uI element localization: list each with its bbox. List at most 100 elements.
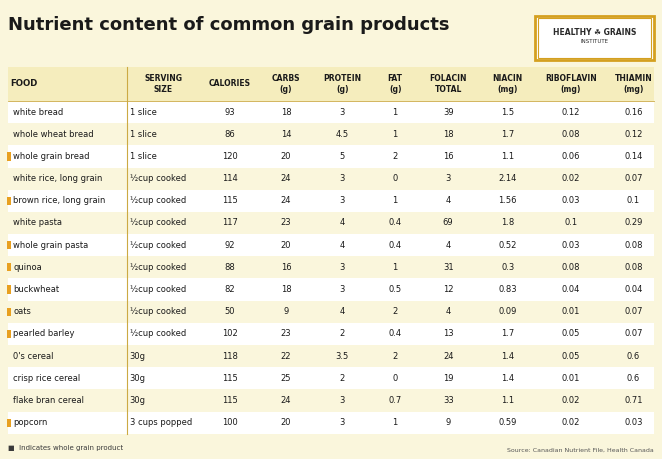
Text: 30g: 30g	[130, 396, 146, 405]
FancyBboxPatch shape	[8, 168, 654, 190]
Text: 0.52: 0.52	[498, 241, 517, 250]
FancyBboxPatch shape	[8, 345, 654, 367]
Text: ■  Indicates whole grain product: ■ Indicates whole grain product	[8, 444, 123, 451]
Text: HEALTHY ☘ GRAINS: HEALTHY ☘ GRAINS	[553, 28, 636, 37]
FancyBboxPatch shape	[8, 190, 654, 212]
Text: 0.6: 0.6	[627, 374, 640, 383]
Text: 1: 1	[393, 196, 398, 205]
FancyBboxPatch shape	[7, 285, 11, 294]
Text: 1.7: 1.7	[501, 330, 514, 338]
Text: 3: 3	[340, 285, 345, 294]
Text: ½cup cooked: ½cup cooked	[130, 330, 186, 338]
Text: 3: 3	[340, 107, 345, 117]
Text: 0.07: 0.07	[624, 330, 643, 338]
Text: 24: 24	[281, 174, 291, 183]
Text: 0.07: 0.07	[624, 307, 643, 316]
Text: 3 cups popped: 3 cups popped	[130, 418, 192, 427]
Text: 19: 19	[443, 374, 453, 383]
Text: 3: 3	[340, 418, 345, 427]
Text: 0.01: 0.01	[561, 307, 580, 316]
Text: ½cup cooked: ½cup cooked	[130, 218, 186, 228]
Text: 24: 24	[281, 396, 291, 405]
Text: 24: 24	[281, 196, 291, 205]
Text: quinoa: quinoa	[13, 263, 42, 272]
Text: 3: 3	[340, 396, 345, 405]
FancyBboxPatch shape	[8, 323, 654, 345]
FancyBboxPatch shape	[8, 367, 654, 389]
FancyBboxPatch shape	[8, 67, 654, 101]
Text: 3: 3	[340, 263, 345, 272]
Text: 2: 2	[340, 374, 345, 383]
Text: 0.1: 0.1	[564, 218, 577, 228]
Text: FOOD: FOOD	[11, 79, 38, 88]
Text: 20: 20	[281, 152, 291, 161]
Text: 2: 2	[393, 152, 398, 161]
Text: white bread: white bread	[13, 107, 64, 117]
Text: 0.04: 0.04	[561, 285, 580, 294]
Text: 0.06: 0.06	[561, 152, 580, 161]
Text: 115: 115	[222, 196, 238, 205]
Text: 0.02: 0.02	[561, 418, 580, 427]
Text: 0.07: 0.07	[624, 174, 643, 183]
Text: 82: 82	[224, 285, 235, 294]
Text: 9: 9	[283, 307, 289, 316]
FancyBboxPatch shape	[8, 279, 654, 301]
Text: 22: 22	[281, 352, 291, 361]
Text: 0.29: 0.29	[624, 218, 643, 228]
Text: crisp rice cereal: crisp rice cereal	[13, 374, 81, 383]
Text: 2.14: 2.14	[498, 174, 517, 183]
Text: 0.09: 0.09	[498, 307, 517, 316]
Text: 3: 3	[340, 196, 345, 205]
Text: 1.4: 1.4	[501, 352, 514, 361]
Text: 4: 4	[446, 307, 451, 316]
Text: NIACIN
(mg): NIACIN (mg)	[493, 74, 523, 94]
Text: 0.03: 0.03	[561, 241, 580, 250]
Text: 118: 118	[222, 352, 238, 361]
Text: 1: 1	[393, 107, 398, 117]
Text: CALORIES: CALORIES	[209, 79, 251, 88]
Text: 4.5: 4.5	[336, 130, 349, 139]
Text: 18: 18	[281, 285, 291, 294]
Text: whole wheat bread: whole wheat bread	[13, 130, 94, 139]
Text: 92: 92	[224, 241, 235, 250]
Text: 13: 13	[443, 330, 453, 338]
Text: brown rice, long grain: brown rice, long grain	[13, 196, 106, 205]
Text: 69: 69	[443, 218, 453, 228]
Text: 30g: 30g	[130, 374, 146, 383]
Text: 115: 115	[222, 374, 238, 383]
Text: 30g: 30g	[130, 352, 146, 361]
FancyBboxPatch shape	[7, 152, 11, 161]
FancyBboxPatch shape	[8, 256, 654, 279]
Text: whole grain pasta: whole grain pasta	[13, 241, 89, 250]
Text: 120: 120	[222, 152, 238, 161]
Text: 0.4: 0.4	[389, 218, 402, 228]
Text: ½cup cooked: ½cup cooked	[130, 285, 186, 294]
Text: ½cup cooked: ½cup cooked	[130, 196, 186, 205]
Text: 1.1: 1.1	[501, 396, 514, 405]
Text: 0.02: 0.02	[561, 174, 580, 183]
FancyBboxPatch shape	[8, 301, 654, 323]
Text: 3.5: 3.5	[336, 352, 349, 361]
Text: Source: Canadian Nutrient File, Health Canada: Source: Canadian Nutrient File, Health C…	[507, 448, 654, 453]
Text: 0: 0	[393, 174, 398, 183]
Text: 1.5: 1.5	[501, 107, 514, 117]
Text: 2: 2	[393, 352, 398, 361]
Text: ½cup cooked: ½cup cooked	[130, 241, 186, 250]
Text: FOLACIN
TOTAL: FOLACIN TOTAL	[430, 74, 467, 94]
Text: 20: 20	[281, 241, 291, 250]
Text: 0.03: 0.03	[624, 418, 643, 427]
FancyBboxPatch shape	[7, 419, 11, 427]
Text: 0.02: 0.02	[561, 396, 580, 405]
Text: 1: 1	[393, 130, 398, 139]
Text: whole grain bread: whole grain bread	[13, 152, 90, 161]
Text: 1.1: 1.1	[501, 152, 514, 161]
FancyBboxPatch shape	[8, 389, 654, 412]
Text: popcorn: popcorn	[13, 418, 48, 427]
Text: 115: 115	[222, 396, 238, 405]
Text: THIAMIN
(mg): THIAMIN (mg)	[614, 74, 653, 94]
Text: ½cup cooked: ½cup cooked	[130, 174, 186, 183]
Text: 39: 39	[443, 107, 453, 117]
Text: 4: 4	[340, 218, 345, 228]
Text: 0.08: 0.08	[561, 263, 580, 272]
FancyBboxPatch shape	[8, 123, 654, 146]
